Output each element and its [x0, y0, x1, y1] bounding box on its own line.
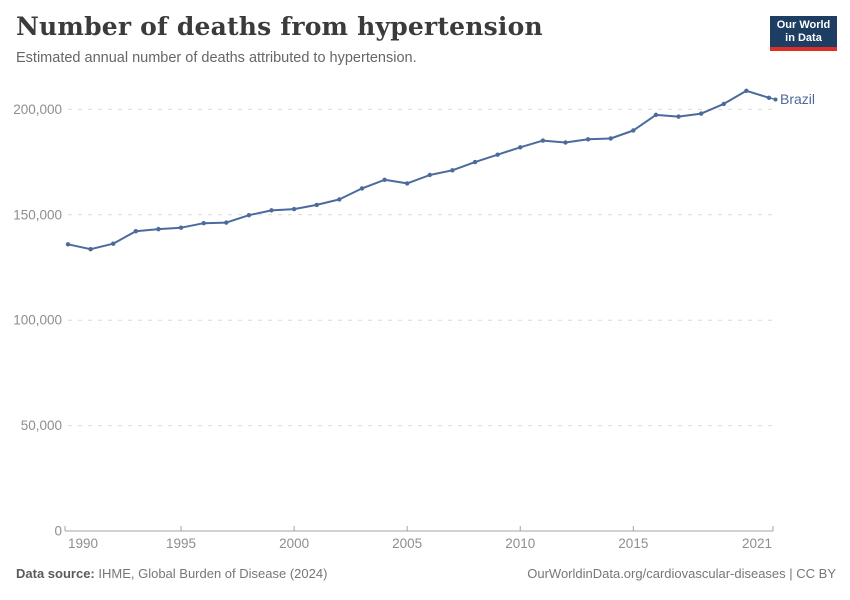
chart-footer: Data source: IHME, Global Burden of Dise… [16, 566, 836, 581]
x-axis-tick-label: 2005 [392, 536, 422, 551]
y-axis-tick-label: 0 [54, 524, 62, 539]
owid-logo-line1: Our World [776, 19, 831, 31]
data-point-marker [427, 172, 433, 178]
series-line [67, 89, 770, 251]
x-axis-tick-label: 2010 [505, 536, 535, 551]
data-point-marker [495, 152, 500, 157]
data-point-marker [472, 159, 478, 165]
data-point-marker [178, 225, 184, 230]
owid-logo: Our World in Data [770, 16, 837, 51]
data-point-marker [698, 111, 704, 116]
data-point-marker [291, 206, 297, 212]
data-point-marker [224, 220, 229, 225]
data-point-marker [563, 140, 568, 145]
data-point-marker [88, 246, 93, 252]
y-axis-tick-label: 200,000 [13, 102, 62, 117]
chart-area: 0 50,000 100,000 150,000 200,000 1990 1995 2000… [0, 80, 850, 555]
data-point-marker [156, 226, 161, 232]
line-chart: 0 50,000 100,000 150,000 200,000 1990 1995 2000… [13, 88, 815, 551]
data-point-marker [631, 128, 636, 133]
data-point-marker [540, 138, 546, 143]
page-title: Number of deaths from hypertension [16, 12, 543, 41]
x-axis-tick-label: 2015 [618, 536, 648, 551]
data-point-marker [65, 242, 71, 247]
y-axis-tick-label: 50,000 [21, 418, 62, 433]
chart-subtitle: Estimated annual number of deaths attrib… [16, 50, 417, 66]
data-point-marker [585, 137, 591, 142]
y-axis-tick-label: 100,000 [13, 313, 62, 328]
data-point-marker [111, 241, 116, 246]
data-point-marker [744, 88, 749, 94]
data-point-marker [518, 145, 523, 150]
data-source: Data source: IHME, Global Burden of Dise… [16, 566, 327, 581]
x-axis-tick-label: 1990 [68, 536, 98, 551]
data-point-marker [337, 197, 342, 202]
data-source-value: IHME, Global Burden of Disease (2024) [94, 566, 328, 581]
data-point-marker [133, 229, 139, 234]
y-axis-tick-label: 150,000 [13, 207, 62, 222]
data-point-marker [246, 213, 252, 218]
data-point-marker [653, 112, 659, 118]
data-point-marker [314, 202, 319, 208]
data-point-marker [608, 136, 613, 141]
x-axis-tick-label: 2021 [742, 536, 772, 551]
entity-label-dot [773, 97, 778, 102]
data-point-marker [382, 177, 387, 183]
data-source-label: Data source: [16, 566, 95, 581]
data-point-marker [450, 168, 455, 173]
data-point-marker [201, 221, 206, 226]
data-point-marker [676, 114, 681, 119]
owid-url-link[interactable]: OurWorldinData.org/cardiovascular-diseas… [527, 566, 836, 581]
owid-logo-line2: in Data [785, 32, 822, 44]
data-point-marker [404, 181, 410, 186]
x-axis-tick-label: 2000 [279, 536, 309, 551]
data-point-marker [721, 101, 726, 107]
entity-label: Brazil [780, 91, 815, 107]
data-point-marker [359, 186, 365, 191]
x-axis-tick-label: 1995 [166, 536, 196, 551]
data-point-marker [269, 208, 274, 213]
